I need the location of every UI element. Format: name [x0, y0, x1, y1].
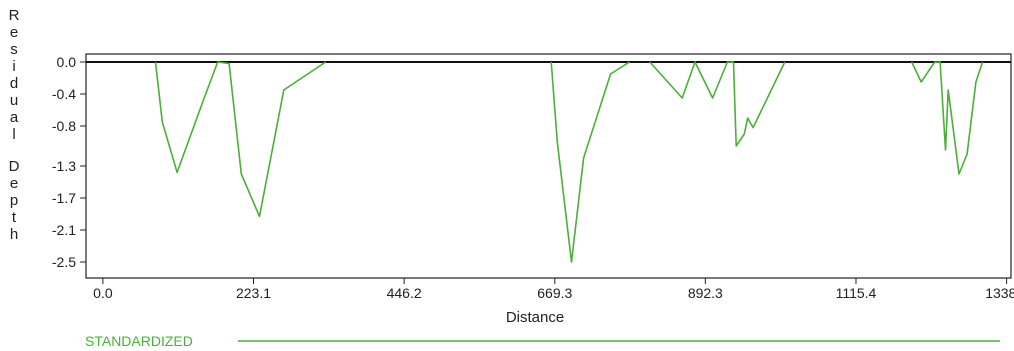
y-axis-title-char: h	[10, 226, 18, 243]
series-lines	[154, 61, 984, 263]
y-axis-title-char: s	[10, 41, 18, 58]
y-tick-label: -0.4	[52, 86, 76, 102]
legend: STANDARDIZED	[85, 333, 1000, 349]
y-axis-title-char: p	[10, 192, 18, 209]
y-axis-title-char: a	[10, 109, 19, 126]
series-line-segment	[649, 61, 786, 147]
y-axis-title-char: R	[9, 7, 20, 24]
x-axis-ticks: 0.0 223.1 446.2 669.3 892.3 1115.4 1338.5	[93, 278, 1014, 301]
y-axis-title-char: l	[12, 126, 15, 143]
plot-frame	[85, 53, 1012, 279]
x-tick-label: 1338.5	[985, 285, 1014, 301]
y-tick-label: 0.0	[57, 54, 77, 70]
x-tick-label: 1115.4	[836, 285, 877, 301]
y-tick-label: -0.8	[52, 118, 76, 134]
x-tick-label: 669.3	[537, 285, 572, 301]
y-tick-label: -1.7	[52, 190, 76, 206]
x-tick-label: 0.0	[93, 285, 113, 301]
y-axis-title-char: e	[10, 24, 18, 41]
y-axis-title-char: t	[12, 209, 17, 226]
y-tick-label: -1.3	[52, 158, 76, 174]
y-tick-label: -2.1	[52, 222, 76, 238]
y-axis-title-char: D	[9, 158, 20, 175]
y-axis-title-char: u	[10, 92, 18, 109]
legend-label: STANDARDIZED	[85, 333, 193, 349]
y-axis-title-char: e	[10, 175, 18, 192]
x-tick-label: 892.3	[688, 285, 723, 301]
y-axis-ticks: 0.0 -0.4 -0.8 -1.3 -1.7 -2.1 -2.5	[52, 54, 86, 270]
y-axis-title-char: d	[10, 75, 18, 92]
series-line-segment	[550, 61, 630, 263]
y-tick-label: -2.5	[52, 254, 76, 270]
x-tick-label: 223.1	[236, 285, 271, 301]
x-axis-title: Distance	[506, 309, 564, 326]
x-tick-label: 446.2	[387, 285, 422, 301]
series-line-segment	[910, 61, 984, 175]
series-line-segment	[154, 61, 327, 218]
y-axis-title-char: i	[12, 58, 15, 75]
